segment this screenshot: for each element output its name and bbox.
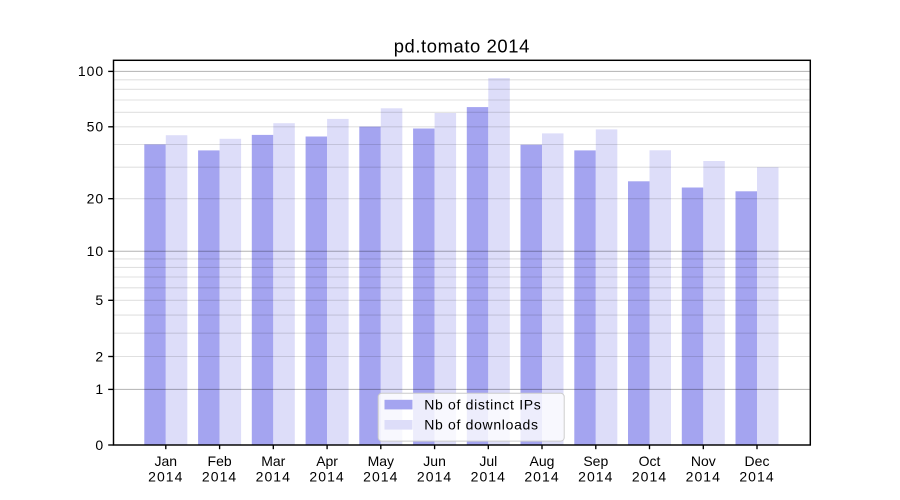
svg-text:2014: 2014 <box>686 469 721 485</box>
svg-text:May: May <box>368 453 394 469</box>
svg-text:Mar: Mar <box>261 453 285 469</box>
svg-text:2014: 2014 <box>524 469 559 485</box>
svg-text:Jan: Jan <box>155 453 178 469</box>
svg-text:5: 5 <box>95 292 104 308</box>
svg-text:50: 50 <box>87 119 105 135</box>
svg-text:10: 10 <box>87 243 105 259</box>
svg-text:Nb of downloads: Nb of downloads <box>424 417 539 433</box>
svg-text:Nov: Nov <box>691 453 716 469</box>
svg-text:1: 1 <box>95 381 104 397</box>
svg-text:Oct: Oct <box>639 453 661 469</box>
svg-text:20: 20 <box>87 191 105 207</box>
svg-text:2014: 2014 <box>739 469 774 485</box>
svg-text:2014: 2014 <box>578 469 613 485</box>
svg-text:2014: 2014 <box>309 469 344 485</box>
svg-text:Feb: Feb <box>208 453 232 469</box>
svg-text:Jun: Jun <box>423 453 446 469</box>
svg-text:2014: 2014 <box>148 469 183 485</box>
svg-text:Jul: Jul <box>479 453 497 469</box>
svg-text:100: 100 <box>78 63 104 79</box>
svg-text:Sep: Sep <box>583 453 608 469</box>
svg-text:Aug: Aug <box>530 453 555 469</box>
svg-text:2014: 2014 <box>417 469 452 485</box>
svg-text:Dec: Dec <box>745 453 770 469</box>
svg-text:Nb of distinct IPs: Nb of distinct IPs <box>424 396 541 412</box>
svg-text:Apr: Apr <box>316 453 338 469</box>
svg-text:2014: 2014 <box>202 469 237 485</box>
svg-text:pd.tomato 2014: pd.tomato 2014 <box>394 35 530 56</box>
svg-text:2: 2 <box>95 348 104 364</box>
svg-text:2014: 2014 <box>256 469 291 485</box>
svg-text:2014: 2014 <box>471 469 506 485</box>
svg-text:0: 0 <box>95 437 104 453</box>
svg-text:2014: 2014 <box>632 469 667 485</box>
svg-text:2014: 2014 <box>363 469 398 485</box>
